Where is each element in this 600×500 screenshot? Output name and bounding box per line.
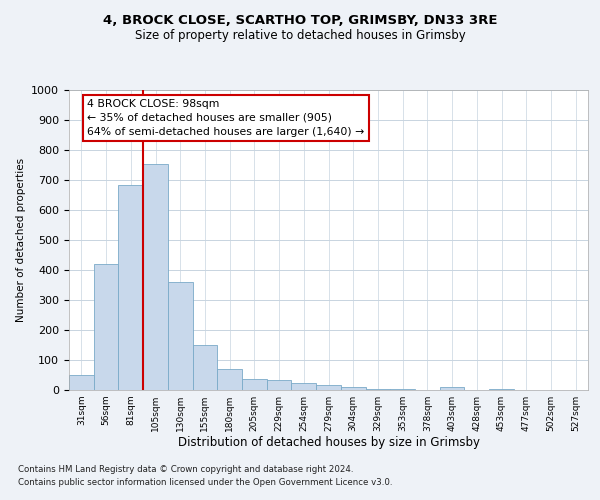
Bar [94,264,118,390]
Bar [390,388,415,390]
Text: 4 BROCK CLOSE: 98sqm
← 35% of detached houses are smaller (905)
64% of semi-deta: 4 BROCK CLOSE: 98sqm ← 35% of detached h… [87,99,364,137]
Bar [267,380,292,390]
Y-axis label: Number of detached properties: Number of detached properties [16,158,26,322]
Text: 4, BROCK CLOSE, SCARTHO TOP, GRIMSBY, DN33 3RE: 4, BROCK CLOSE, SCARTHO TOP, GRIMSBY, DN… [103,14,497,26]
Text: Distribution of detached houses by size in Grimsby: Distribution of detached houses by size … [178,436,480,449]
Bar [292,382,316,390]
Text: Contains HM Land Registry data © Crown copyright and database right 2024.: Contains HM Land Registry data © Crown c… [18,466,353,474]
Bar [341,387,365,390]
Bar [168,282,193,390]
Text: Size of property relative to detached houses in Grimsby: Size of property relative to detached ho… [134,28,466,42]
Bar [242,379,267,390]
Bar [69,375,94,390]
Bar [217,369,242,390]
Bar [440,387,464,390]
Bar [316,385,341,390]
Bar [489,388,514,390]
Bar [193,345,217,390]
Bar [118,184,143,390]
Text: Contains public sector information licensed under the Open Government Licence v3: Contains public sector information licen… [18,478,392,487]
Bar [143,164,168,390]
Bar [365,388,390,390]
